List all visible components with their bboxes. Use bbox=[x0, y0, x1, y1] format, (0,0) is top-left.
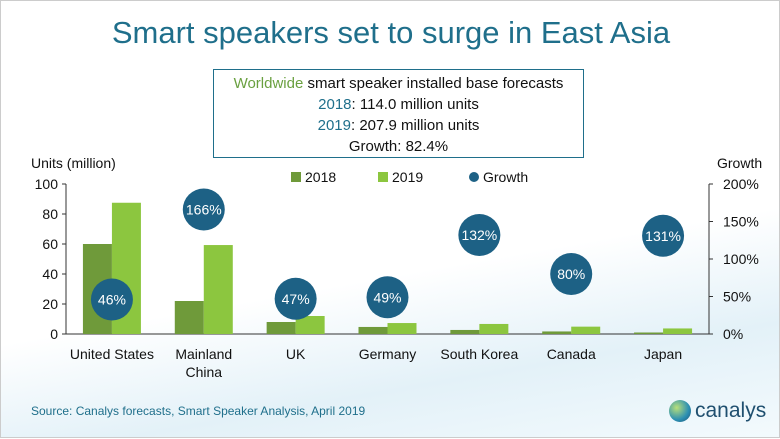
left-tick-label: 40 bbox=[42, 266, 58, 282]
growth-bubble bbox=[90, 278, 133, 321]
bar-2019 bbox=[571, 326, 601, 334]
category-label: UK bbox=[286, 346, 306, 362]
growth-bubble bbox=[182, 188, 225, 231]
legend-label-2019: 2019 bbox=[392, 169, 423, 185]
legend-swatch-growth bbox=[469, 172, 479, 182]
summary-line3: : 207.9 million units bbox=[350, 117, 480, 134]
growth-label: 46% bbox=[98, 292, 126, 308]
growth-bubble bbox=[458, 214, 501, 256]
category-label: China bbox=[185, 364, 222, 380]
legend-swatch-2019 bbox=[378, 172, 388, 182]
bar-2018 bbox=[542, 331, 572, 334]
category-label: Japan bbox=[644, 346, 682, 362]
bar-2018 bbox=[634, 332, 664, 334]
globe-icon bbox=[669, 400, 691, 422]
left-tick-label: 0 bbox=[50, 326, 58, 342]
growth-bubble bbox=[642, 214, 685, 257]
legend-swatch-2018 bbox=[291, 172, 301, 182]
bar-2018 bbox=[450, 329, 480, 334]
growth-label: 47% bbox=[282, 291, 310, 307]
growth-bubble bbox=[274, 277, 317, 320]
logo-text: canalys bbox=[695, 399, 767, 422]
right-tick-label: 100% bbox=[723, 251, 759, 267]
bar-2018 bbox=[266, 322, 296, 334]
summary-line1: smart speaker installed base forecasts bbox=[303, 75, 564, 92]
right-tick-label: 50% bbox=[723, 289, 751, 305]
bar-2018 bbox=[174, 301, 204, 334]
right-tick-label: 150% bbox=[723, 214, 759, 230]
growth-bubble bbox=[366, 276, 409, 319]
category-label: Germany bbox=[359, 346, 417, 362]
right-tick-label: 200% bbox=[723, 176, 759, 192]
page-title: Smart speakers set to surge in East Asia bbox=[111, 15, 671, 50]
bar-2019 bbox=[479, 323, 509, 334]
right-tick-label: 0% bbox=[723, 326, 743, 342]
summary-line2: : 114.0 million units bbox=[351, 96, 479, 113]
legend-label-growth: Growth bbox=[483, 169, 528, 185]
growth-bubble bbox=[550, 253, 593, 295]
bar-2019 bbox=[387, 323, 417, 334]
bar-2018 bbox=[358, 326, 388, 334]
growth-label: 49% bbox=[373, 289, 401, 305]
legend-label-2018: 2018 bbox=[305, 169, 336, 185]
bar-2019 bbox=[295, 316, 325, 334]
canalys-logo: canalys bbox=[669, 399, 766, 423]
summary-year-2019: 2019 bbox=[317, 117, 351, 134]
summary-highlight: Worldwide bbox=[233, 75, 304, 92]
right-axis-title: Growth bbox=[717, 155, 762, 171]
source-note: Source: Canalys forecasts, Smart Speaker… bbox=[31, 404, 366, 418]
category-label: Mainland bbox=[175, 346, 232, 362]
left-axis-title: Units (million) bbox=[31, 155, 116, 171]
category-label: United States bbox=[70, 346, 154, 362]
summary-year-2018: 2018 bbox=[318, 96, 352, 113]
growth-label: 80% bbox=[557, 266, 585, 282]
summary-box: Worldwide smart speaker installed base f… bbox=[213, 69, 584, 158]
summary-growth: Growth: 82.4% bbox=[348, 138, 449, 155]
growth-label: 131% bbox=[645, 228, 681, 244]
growth-label: 132% bbox=[461, 227, 497, 243]
category-label: Canada bbox=[547, 346, 596, 362]
left-tick-label: 100 bbox=[35, 176, 59, 192]
bar-2019 bbox=[203, 245, 233, 334]
left-tick-label: 80 bbox=[42, 206, 58, 222]
category-label: South Korea bbox=[440, 346, 518, 362]
bar-2019 bbox=[663, 328, 693, 334]
growth-label: 166% bbox=[186, 202, 222, 218]
left-tick-label: 20 bbox=[42, 296, 58, 312]
left-tick-label: 60 bbox=[42, 236, 58, 252]
